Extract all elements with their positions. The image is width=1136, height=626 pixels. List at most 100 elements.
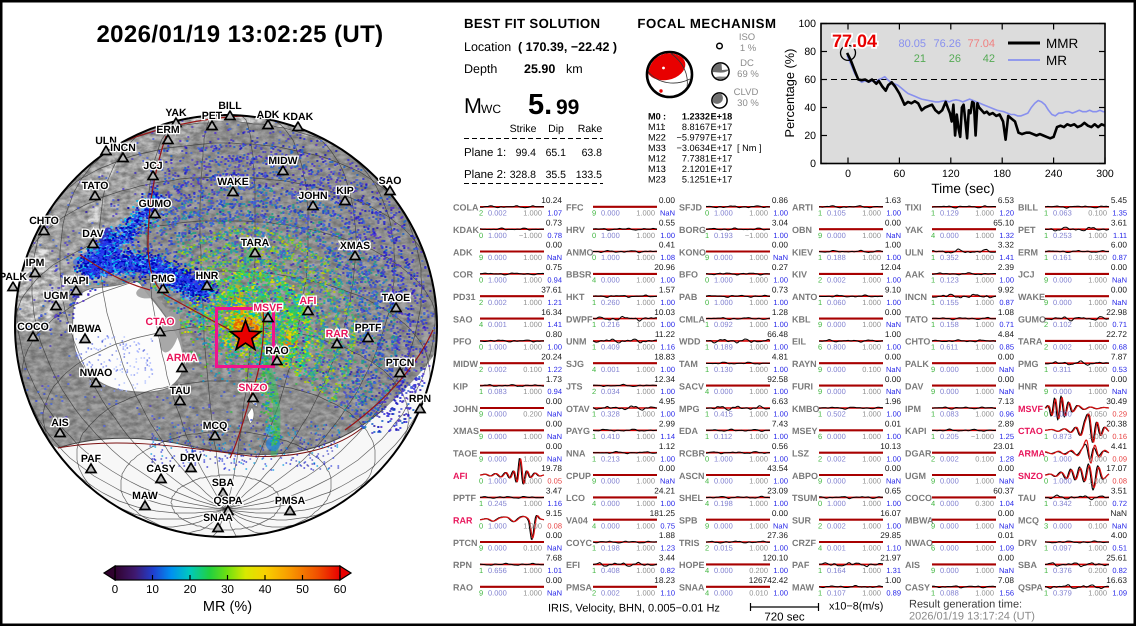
svg-text:ARMA: ARMA bbox=[1018, 449, 1045, 459]
svg-text:M23: M23 bbox=[648, 175, 666, 185]
svg-text:1: 1 bbox=[479, 566, 483, 575]
svg-text:4: 4 bbox=[931, 499, 935, 508]
svg-text:1.00: 1.00 bbox=[773, 410, 788, 419]
svg-text:NaN: NaN bbox=[773, 253, 788, 262]
svg-text:IRIS, Velocity, BHN, 0.005: IRIS, Velocity, BHN, 0.005−0.01 Hz bbox=[548, 603, 720, 615]
svg-text:1.000: 1.000 bbox=[749, 432, 768, 441]
svg-text:BFO: BFO bbox=[679, 270, 698, 280]
svg-text:NaN: NaN bbox=[1112, 521, 1127, 530]
svg-text:8.8167: 8.8167 bbox=[682, 122, 710, 132]
svg-text:1.000: 1.000 bbox=[975, 521, 994, 530]
svg-text:0.002: 0.002 bbox=[488, 298, 507, 307]
svg-text:0.000: 0.000 bbox=[488, 588, 507, 597]
svg-text:1.000: 1.000 bbox=[749, 521, 768, 530]
svg-text:1.000: 1.000 bbox=[601, 253, 620, 262]
svg-text:0.000: 0.000 bbox=[827, 320, 846, 329]
svg-text:77.04: 77.04 bbox=[967, 38, 995, 50]
svg-text:0.100: 0.100 bbox=[1088, 521, 1107, 530]
svg-text:6: 6 bbox=[818, 432, 822, 441]
svg-text:1.000: 1.000 bbox=[636, 276, 655, 285]
svg-text:6.53: 6.53 bbox=[998, 195, 1015, 205]
svg-text:0.002: 0.002 bbox=[827, 521, 846, 530]
svg-text:9.10: 9.10 bbox=[885, 284, 902, 294]
svg-text:0.352: 0.352 bbox=[940, 253, 959, 262]
svg-text:7.08: 7.08 bbox=[998, 575, 1015, 585]
svg-text:1.000: 1.000 bbox=[862, 387, 881, 396]
svg-text:MR: MR bbox=[1046, 53, 1067, 68]
svg-text:9: 9 bbox=[592, 477, 596, 486]
svg-text:0.198: 0.198 bbox=[714, 499, 733, 508]
svg-text:TATO: TATO bbox=[82, 180, 109, 192]
svg-text:0.100: 0.100 bbox=[975, 454, 994, 463]
svg-text:1: 1 bbox=[705, 320, 709, 329]
svg-text:0.105: 0.105 bbox=[827, 208, 846, 217]
svg-text:0: 0 bbox=[1044, 454, 1048, 463]
svg-text:0.001: 0.001 bbox=[827, 544, 846, 553]
svg-text:1.10: 1.10 bbox=[660, 588, 675, 597]
svg-text:x10−8(m/s): x10−8(m/s) bbox=[829, 601, 883, 613]
svg-text:Strike: Strike bbox=[510, 123, 537, 135]
svg-text:0.000: 0.000 bbox=[714, 253, 733, 262]
svg-text:3.44: 3.44 bbox=[659, 553, 676, 563]
svg-text:26: 26 bbox=[949, 53, 961, 65]
svg-text:1.73: 1.73 bbox=[546, 374, 563, 384]
svg-text:1.41: 1.41 bbox=[999, 253, 1014, 262]
svg-text:COR: COR bbox=[453, 270, 474, 280]
svg-text:0: 0 bbox=[705, 454, 709, 463]
svg-text:0.71: 0.71 bbox=[999, 320, 1014, 329]
svg-text:1: 1 bbox=[931, 276, 935, 285]
svg-text:AIS: AIS bbox=[905, 560, 920, 570]
svg-text:20.24: 20.24 bbox=[541, 351, 562, 361]
svg-text:1.000: 1.000 bbox=[636, 432, 655, 441]
svg-text:1.11: 1.11 bbox=[1113, 231, 1127, 240]
svg-text:PALK: PALK bbox=[0, 271, 27, 283]
svg-text:3.47: 3.47 bbox=[546, 486, 563, 496]
svg-text:4: 4 bbox=[592, 499, 596, 508]
svg-text:0.188: 0.188 bbox=[827, 253, 846, 262]
svg-text:1.000: 1.000 bbox=[975, 231, 994, 240]
svg-text:NaN: NaN bbox=[999, 365, 1014, 374]
svg-text:4: 4 bbox=[592, 365, 596, 374]
svg-text:−1.000: −1.000 bbox=[519, 231, 542, 240]
svg-text:NaN: NaN bbox=[1112, 387, 1127, 396]
svg-text:0: 0 bbox=[705, 298, 709, 307]
svg-text:0.379: 0.379 bbox=[1053, 588, 1072, 597]
svg-text:1: 1 bbox=[931, 588, 935, 597]
svg-text:0.00: 0.00 bbox=[885, 307, 902, 317]
svg-text:ASCN: ASCN bbox=[679, 471, 705, 481]
svg-text:1.000: 1.000 bbox=[862, 276, 881, 285]
svg-text:ISO: ISO bbox=[739, 32, 755, 43]
svg-text:MAW: MAW bbox=[792, 583, 815, 593]
svg-text:1.000: 1.000 bbox=[636, 454, 655, 463]
svg-text:0: 0 bbox=[1044, 477, 1048, 486]
svg-text:LSZ: LSZ bbox=[792, 449, 810, 459]
svg-text:10.13: 10.13 bbox=[880, 441, 901, 451]
svg-text:0: 0 bbox=[592, 253, 596, 262]
svg-text:EDA: EDA bbox=[679, 426, 699, 436]
svg-text:E+17: E+17 bbox=[711, 133, 733, 143]
svg-text:0.123: 0.123 bbox=[940, 276, 959, 285]
svg-text:40: 40 bbox=[804, 102, 816, 114]
svg-text:TARA: TARA bbox=[241, 237, 270, 249]
svg-text:0.000: 0.000 bbox=[827, 477, 846, 486]
svg-text:0.253: 0.253 bbox=[1053, 231, 1072, 240]
svg-text:1.00: 1.00 bbox=[886, 208, 901, 217]
svg-text:0.00: 0.00 bbox=[998, 463, 1015, 473]
svg-text:120.10: 120.10 bbox=[763, 553, 789, 563]
svg-text:0.000: 0.000 bbox=[601, 521, 620, 530]
svg-text:0.107: 0.107 bbox=[827, 588, 846, 597]
svg-text:21: 21 bbox=[914, 53, 926, 65]
svg-text:0.82: 0.82 bbox=[660, 566, 675, 575]
svg-text:1.000: 1.000 bbox=[523, 588, 542, 597]
svg-text:0.216: 0.216 bbox=[601, 320, 620, 329]
svg-text:0.000: 0.000 bbox=[940, 521, 959, 530]
svg-text:1.000: 1.000 bbox=[975, 276, 994, 285]
svg-text:1.00: 1.00 bbox=[660, 410, 675, 419]
svg-text:RAR: RAR bbox=[326, 328, 349, 340]
svg-text:OTAV: OTAV bbox=[566, 404, 590, 414]
svg-text:1.000: 1.000 bbox=[636, 231, 655, 240]
svg-text:0.00: 0.00 bbox=[546, 441, 563, 451]
svg-text:0.260: 0.260 bbox=[601, 298, 620, 307]
svg-text:76.26: 76.26 bbox=[933, 38, 961, 50]
svg-text:1: 1 bbox=[1044, 566, 1048, 575]
